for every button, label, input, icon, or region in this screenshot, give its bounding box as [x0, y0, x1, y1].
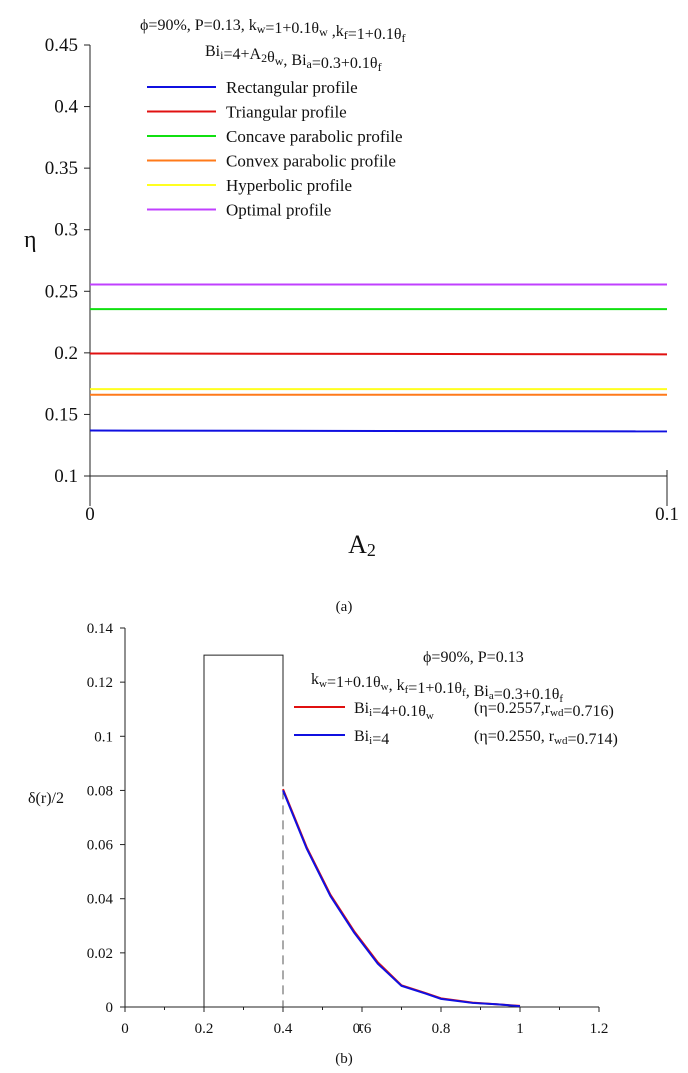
panel-b-y-tick-label: 0.08 — [87, 783, 113, 799]
panel-b-x-tick-label: 0.4 — [274, 1021, 293, 1037]
panel-b-x-tick-label: 0 — [121, 1021, 129, 1037]
panel-b-x-tick-label: 1 — [516, 1021, 524, 1037]
panel-b-legend-label: Bii=4+0.1θw — [354, 700, 434, 722]
panel-a-y-tick-label: 0.4 — [54, 97, 78, 118]
panel-b-y-ticks: 0 0.02 0.04 0.06 0.08 0.1 0.12 0.14 — [87, 621, 125, 1016]
panel-b-profile-shapes — [203, 654, 284, 1007]
panel-b-y-tick-label: 0.12 — [87, 675, 113, 691]
panel-a-y-tick-label: 0.3 — [54, 220, 78, 241]
panel-b-legend-metric: (η=0.2557,rwd=0.716) — [474, 700, 614, 720]
panel-b-legend-label: Bii=4 — [354, 728, 389, 748]
panel-b-rectangular-profile-outline — [203, 654, 284, 1007]
panel-b-y-tick-label: 0.06 — [87, 838, 114, 854]
panel-a-y-tick-label: 0.2 — [54, 343, 78, 364]
panel-b-y-tick-label: 0.04 — [87, 892, 114, 908]
panel-a-legend-label: Hyperbolic profile — [226, 176, 352, 195]
panel-b-y-tick-label: 0.14 — [87, 621, 114, 637]
caption-b: (b) — [335, 1051, 353, 1067]
panel-b-annotation-line-1: ϕ=90%, P=0.13 — [423, 649, 524, 666]
panel-b-series-group — [282, 788, 521, 1008]
panel-b-y-tick-label: 0.02 — [87, 946, 113, 962]
panel-a-series-line-triangular-profile — [89, 352, 668, 356]
panel-a-legend-label: Convex parabolic profile — [226, 152, 396, 171]
panel-a-y-tick-label: 0.35 — [45, 158, 78, 179]
panel-a-annotation-line-2: Bii=4+A2θw, Bia=0.3+0.1θf — [205, 43, 382, 74]
panel-a-legend-label: Triangular profile — [226, 103, 347, 122]
panel-b-y-tick-label: 0 — [106, 1000, 114, 1016]
panel-b-y-tick-label: 0.1 — [94, 729, 113, 745]
panel-a-legend-label: Concave parabolic profile — [226, 127, 403, 146]
panel-a-x-ticks: 0 0.1 — [85, 504, 679, 525]
panel-b-x-tick-label: 0.8 — [432, 1021, 451, 1037]
panel-a-x-label: A2 — [348, 530, 376, 560]
panel-a-x-tick-label: 0 — [85, 504, 95, 525]
caption-a: (a) — [336, 599, 353, 615]
panel-a-y-ticks: 0.1 0.15 0.2 0.25 0.3 0.35 0.4 0.45 — [45, 35, 90, 487]
panel-a-y-tick-label: 0.45 — [45, 35, 78, 56]
panel-a-legend: Rectangular profile Triangular profile Con… — [147, 78, 403, 220]
panel-a-legend-label: Rectangular profile — [226, 78, 358, 97]
panel-a-chart: 0.10.150.20.250.30.350.40.45 0 0.1 Rectan… — [24, 17, 679, 560]
panel-a-legend-label: Optimal profile — [226, 201, 331, 220]
panel-a-series-line-rectangular-profile — [89, 429, 668, 433]
panel-b-x-tick-label: 1.2 — [590, 1021, 609, 1037]
panel-b-x-label: r — [359, 1019, 364, 1035]
panel-b-y-label: δ(r)/2 — [28, 790, 64, 807]
panel-b-x-tick-label: 0.2 — [195, 1021, 214, 1037]
panel-a-y-label: η — [24, 227, 37, 253]
panel-b-x-tick-label: 0.6 — [353, 1021, 372, 1037]
panel-a-annotation-line-1: ϕ=90%, P=0.13, kw=1+0.1θw ,kf=1+0.1θf — [140, 17, 405, 45]
panel-b-x-ticks: 0 0.2 0.4 0.6 0.8 1 1.2 — [121, 1007, 608, 1037]
panel-b-legend-metric: (η=0.2550, rwd=0.714) — [474, 728, 618, 748]
panel-b-legend: Bii=4+0.1θw (η=0.2557,rwd=0.716) Bii=4 (η=0… — [294, 700, 618, 748]
panel-b-chart: 00.020.040.060.080.10.120.14 0 0.2 0.4 0.6 0… — [28, 621, 618, 1037]
panel-b-annotation-line-2: kw=1+0.1θw, kf=1+0.1θf, Bia=0.3+0.1θf — [311, 671, 563, 705]
panel-a-y-tick-label: 0.25 — [45, 281, 78, 302]
panel-a-x-tick-label: 0.1 — [655, 504, 679, 525]
panel-b-series-line — [282, 788, 521, 1007]
panel-a-series-group — [89, 283, 668, 433]
panel-b-series-line — [282, 790, 521, 1008]
panel-a-y-tick-label: 0.1 — [54, 466, 78, 487]
panel-a-y-tick-label: 0.15 — [45, 404, 78, 425]
